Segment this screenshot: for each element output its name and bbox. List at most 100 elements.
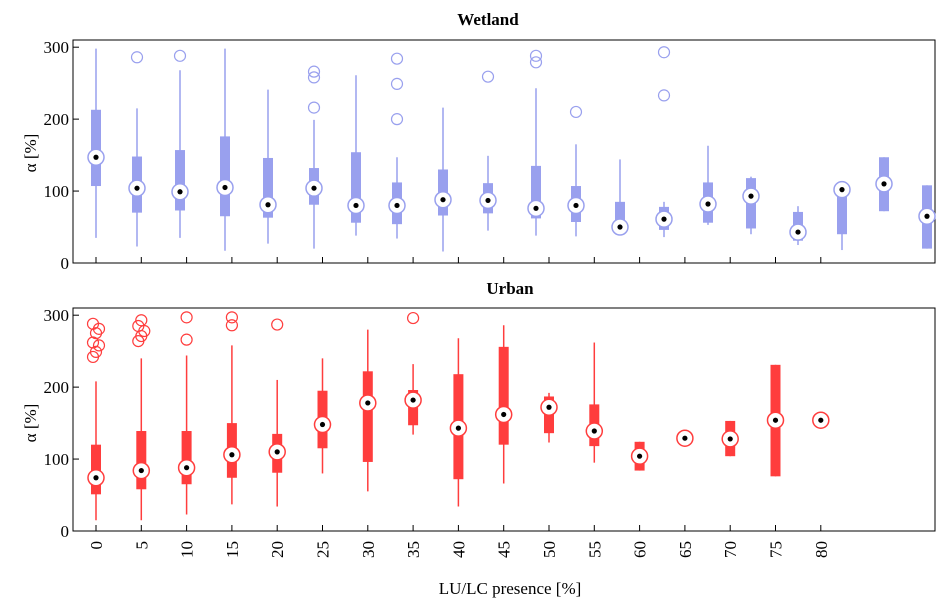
x-tick-label: 0 [87, 541, 106, 550]
box-group [171, 49, 189, 238]
outlier-point [529, 56, 543, 69]
x-tick-label: 80 [812, 541, 831, 558]
outlier-point [390, 77, 404, 90]
median-dot [365, 400, 371, 406]
box-group [812, 411, 830, 429]
x-tick-label: 75 [767, 541, 786, 558]
median-dot [501, 411, 507, 418]
box-group [833, 180, 851, 251]
box-group [347, 75, 365, 236]
x-tick-label: 20 [268, 541, 287, 558]
box-group [479, 70, 497, 231]
median-dot [184, 465, 190, 471]
y-tick-label: 300 [44, 306, 70, 325]
median-dot [229, 452, 235, 458]
median-dot [795, 229, 801, 235]
iqr-box [136, 431, 147, 490]
outlier-point [307, 101, 321, 114]
median-dot [818, 417, 824, 423]
box-group [177, 311, 196, 515]
box-group [766, 364, 785, 477]
box-group [540, 392, 558, 443]
wetland-y-ticks: 0 100 200 300 [44, 38, 822, 273]
outlier-point [130, 51, 144, 64]
urban-title: Urban [486, 279, 534, 298]
median-dot [682, 435, 688, 441]
x-tick-label: 30 [359, 541, 378, 558]
box-group [655, 46, 673, 238]
urban-y-ticks: 0 100 200 300 [44, 306, 79, 541]
median-dot [311, 185, 317, 191]
y-tick-label: 0 [61, 254, 70, 273]
box-group [388, 52, 406, 239]
median-dot [748, 193, 754, 199]
x-tick-label: 25 [314, 541, 333, 558]
box-group [567, 105, 585, 237]
iqr-box [175, 150, 185, 211]
outlier-point [657, 89, 671, 102]
x-tick-label: 55 [585, 541, 604, 558]
box-group [527, 49, 545, 236]
outlier-point [173, 49, 187, 62]
x-tick-label: 45 [495, 541, 514, 558]
y-tick-label: 100 [44, 450, 70, 469]
x-tick-labels: 0 5 10 15 20 25 30 35 40 45 50 55 60 65 70 75 80 [87, 525, 831, 558]
iqr-box [615, 201, 625, 231]
iqr-box [91, 109, 101, 187]
median-dot [573, 202, 579, 209]
median-dot [727, 436, 733, 442]
outlier-point [407, 311, 420, 325]
iqr-box [531, 165, 541, 219]
box-group [585, 342, 604, 463]
median-dot [924, 213, 930, 219]
x-tick-label: 50 [540, 541, 559, 558]
outlier-point [390, 113, 404, 126]
median-dot [661, 216, 667, 222]
outlier-point [180, 311, 193, 324]
median-dot [591, 428, 597, 434]
iqr-box [181, 431, 192, 485]
wetland-y-axis-label: α [%] [21, 134, 40, 173]
outlier-point [225, 311, 238, 324]
wetland-panel: Wetland α [%] 0 100 200 300 [21, 10, 936, 273]
box-group [128, 51, 146, 247]
box-group [699, 145, 717, 225]
urban-boxes [86, 311, 830, 521]
wetland-title: Wetland [457, 10, 519, 29]
box-group [87, 48, 105, 238]
median-dot [222, 184, 228, 191]
median-dot [617, 224, 623, 230]
x-tick-label: 70 [721, 541, 740, 558]
box-group [676, 429, 694, 447]
box-group [268, 318, 286, 507]
outlier-point [271, 318, 284, 331]
median-dot [705, 201, 711, 207]
median-dot [440, 197, 446, 203]
median-dot [134, 185, 140, 191]
box-group [305, 65, 323, 249]
iqr-box [362, 371, 373, 462]
median-dot [93, 475, 99, 481]
median-dot [265, 202, 271, 208]
box-group [216, 48, 234, 251]
box-group [259, 89, 277, 244]
iqr-box [220, 136, 230, 217]
x-tick-label: 40 [449, 541, 468, 558]
median-dot [881, 181, 887, 187]
box-group [132, 314, 151, 521]
median-dot [533, 205, 539, 211]
box-group [875, 157, 893, 212]
x-tick-label: 10 [178, 541, 197, 558]
median-dot [455, 425, 461, 431]
outlier-point [481, 70, 495, 83]
x-tick-label: 35 [404, 541, 423, 558]
outlier-point [92, 339, 106, 352]
median-dot [319, 421, 326, 428]
outlier-point [86, 336, 100, 349]
median-dot [410, 397, 416, 403]
median-dot [177, 189, 183, 195]
box-group [434, 107, 452, 252]
urban-y-axis-label: α [%] [21, 404, 40, 443]
outlier-point [180, 333, 193, 346]
box-group [313, 358, 332, 474]
